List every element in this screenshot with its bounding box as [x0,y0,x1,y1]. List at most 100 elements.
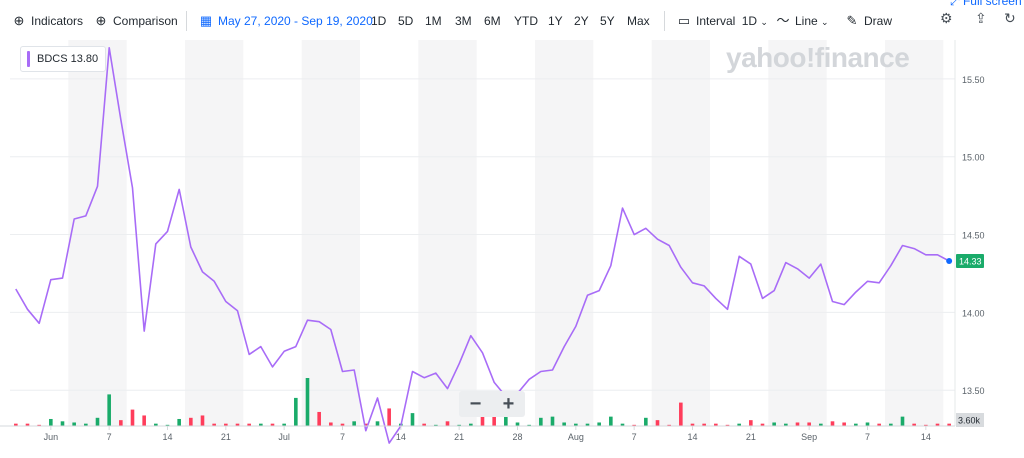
volume-bar [37,424,41,426]
volume-bar [854,423,858,426]
volume-bar [480,410,485,426]
volume-bar [585,423,590,426]
range-ytd[interactable]: YTD [514,14,538,28]
series-legend[interactable]: BDCS 13.80 [20,46,107,72]
volume-bars [14,378,951,426]
draw-button[interactable]: ✎ Draw [845,12,892,30]
week-band [418,40,477,426]
volume-bar [25,423,30,426]
x-tick-label: Jun [44,432,59,442]
chart-area[interactable]: 15.50 15.00 14.50 14.00 13.50 Jun 7 14 21 Jul 7 14… [0,40,1024,453]
legend-symbol: BDCS [37,53,68,65]
range-max[interactable]: Max [627,14,650,28]
y-tick-label: 15.50 [962,75,985,85]
chart-type-button[interactable]: 〜 Line ⌄ [776,12,829,31]
range-5y[interactable]: 5Y [600,14,615,28]
volume-bar [410,413,415,426]
axis-tags: 14.33 3.60k [946,254,984,427]
x-tick-label: 14 [162,432,172,442]
volume-bar [177,418,181,426]
volume-bar [469,423,473,426]
volume-bar [492,416,496,426]
range-3m[interactable]: 3M [455,14,472,28]
x-tick-label: 21 [454,432,464,442]
share-icon[interactable]: ⇪ [975,10,987,26]
volume-bar [772,422,776,426]
comparison-label: Comparison [113,14,178,28]
volume-bar [760,423,765,426]
toolbar-divider [664,11,665,31]
range-5d[interactable]: 5D [398,14,414,28]
range-1m[interactable]: 1M [425,14,442,28]
indicators-button[interactable]: ⊕ Indicators [12,12,83,30]
volume-bar [212,423,216,426]
volume-bar [900,416,905,426]
calendar-icon: ▦ [199,13,213,28]
volume-bar [644,417,648,426]
volume-bar [889,423,893,426]
zoom-controls: − + [459,391,525,417]
interval-button[interactable]: ▭ Interval 1D ⌄ [677,12,768,31]
fullscreen-button[interactable]: ⤢ Full screen [950,0,1022,9]
volume-bar [632,424,636,426]
volume-bar [235,423,240,426]
volume-bar [527,424,531,426]
interval-value: 1D [741,14,758,28]
volume-bar [620,423,625,426]
volume-bar [247,423,251,426]
reset-icon[interactable]: ↻ [1004,10,1016,26]
volume-bar [935,423,940,426]
x-axis: Jun 7 14 21 Jul 7 14 21 28 Aug 7 14 21 Sep 7 14 [0,425,955,442]
volume-bar [259,423,263,426]
x-tick-label: 14 [921,432,931,442]
volume-bar [515,422,520,426]
zoom-in-button[interactable]: + [502,393,515,415]
volume-bar [72,422,76,426]
volume-bar [224,423,228,426]
week-bands [68,40,944,426]
volume-bar [130,409,135,426]
x-tick-label: 14 [687,432,697,442]
volume-bar [842,422,846,426]
pencil-icon: ✎ [846,13,858,28]
range-2y[interactable]: 2Y [574,14,589,28]
zoom-out-button[interactable]: − [469,393,482,415]
volume-bar [375,421,380,426]
x-tick-label: 7 [865,432,870,442]
date-range-label: May 27, 2020 - Sep 19, 2020 [218,14,373,28]
chevron-down-icon: ⌄ [821,17,829,27]
volume-bar [784,423,788,426]
volume-bar [655,420,660,426]
volume-bar [457,424,461,426]
volume-bar [49,418,53,426]
y-tick-label: 13.50 [962,386,985,396]
volume-bar [679,402,683,426]
chart-type-label: Line [795,14,818,28]
volume-bar [282,423,286,426]
volume-bar [352,421,356,426]
volume-bar [329,422,333,426]
last-price-dot [946,258,953,265]
volume-bar [807,422,811,426]
x-tick-label: Aug [568,432,584,442]
line-chart-icon: 〜 [776,13,790,28]
x-tick-label: 7 [632,432,637,442]
week-band [535,40,594,426]
x-tick-label: 21 [746,432,756,442]
volume-bar [539,417,543,426]
x-tick-label: 14 [396,432,406,442]
settings-gear-icon[interactable]: ⚙ [940,10,953,26]
volume-bar [597,422,601,426]
range-1d[interactable]: 1D [371,14,387,28]
volume-bar [200,415,205,426]
week-band [885,40,944,426]
x-tick-label: 28 [512,432,522,442]
date-range-button[interactable]: ▦ May 27, 2020 - Sep 19, 2020 [199,12,373,30]
volume-bar [95,417,100,426]
volume-axis-label: 3.60k [958,416,981,426]
range-6m[interactable]: 6M [484,14,501,28]
plus-circle-icon: ⊕ [13,13,25,28]
range-1y[interactable]: 1Y [548,14,563,28]
comparison-button[interactable]: ⊕ Comparison [94,12,178,30]
volume-bar [725,424,730,426]
